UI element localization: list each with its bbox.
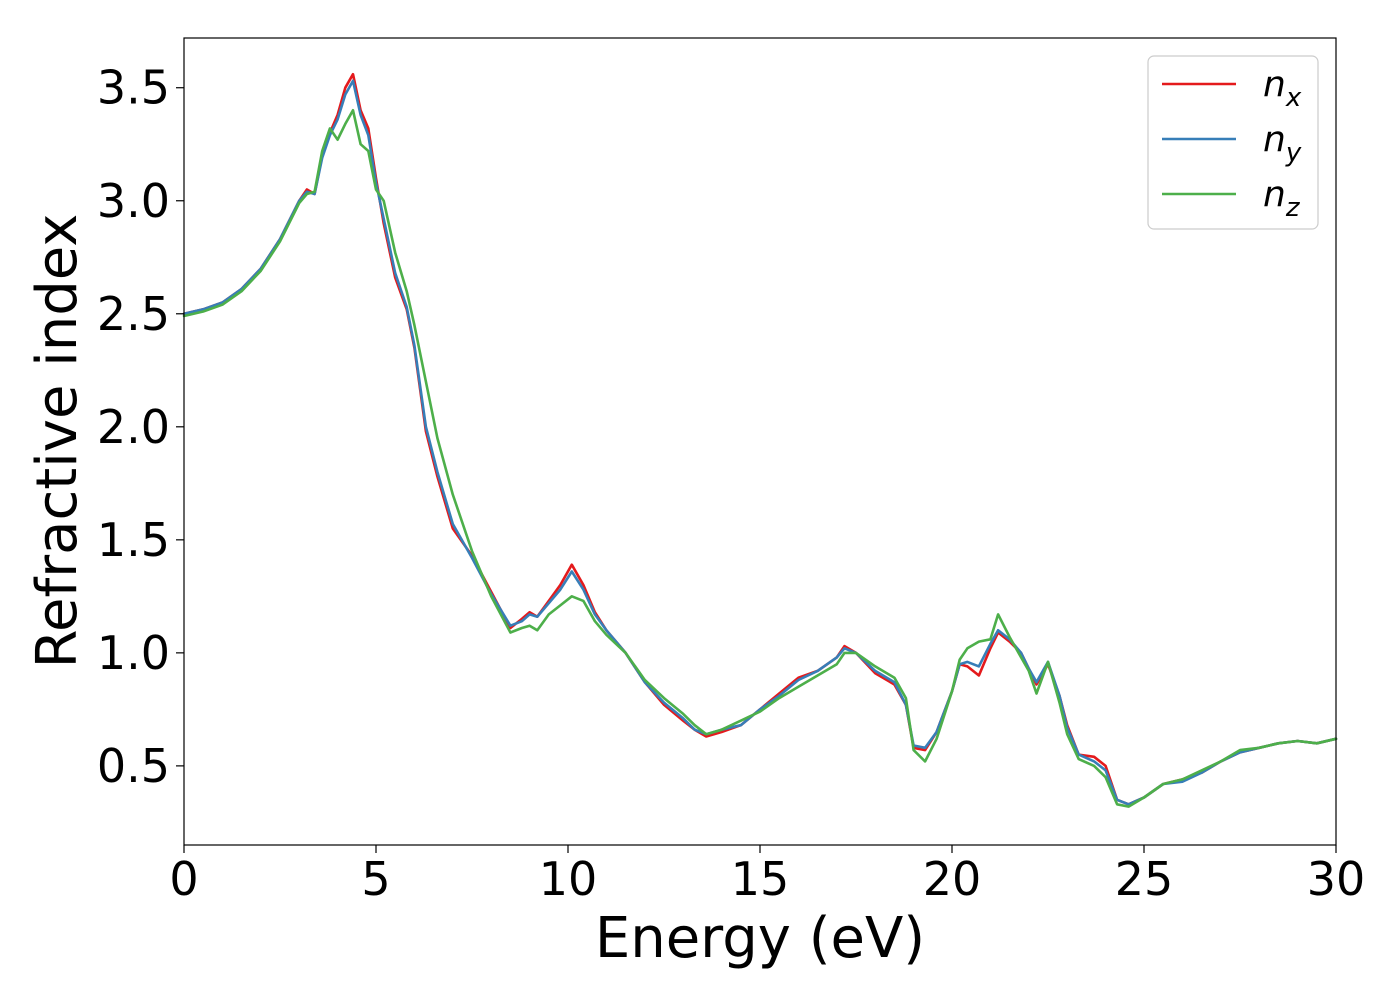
x-tick-label: 30 [1307,852,1366,906]
y-tick-label: 1.0 [97,626,170,680]
x-tick-label: 20 [923,852,982,906]
series-layer [182,72,1338,808]
legend-label-y: ny [1263,119,1302,168]
legend-item-y: ny [1162,119,1302,168]
legend-box [1147,55,1319,230]
y-tick-label: 3.0 [97,174,170,228]
x-tick-label: 0 [169,852,198,906]
x-axis: 0 5 10 15 20 25 30 [169,845,1365,906]
series-line-z [182,109,1338,808]
legend-label-base: n [1263,119,1286,160]
legend-label-z: nz [1263,174,1301,223]
x-axis-title: Energy (eV) [595,906,925,971]
y-tick-label: 2.0 [97,400,170,454]
y-tick-label: 3.5 [97,61,170,115]
legend-label-x: nx [1263,64,1302,113]
legend-item-z: nz [1162,174,1301,223]
y-tick-label: 0.5 [97,739,170,793]
y-tick-label: 2.5 [97,287,170,341]
legend-label-base: n [1263,174,1286,215]
y-axis-title: Refractive index [25,214,90,669]
y-axis: 0.5 1.0 1.5 2.0 2.5 3.0 3.5 [97,61,184,793]
legend-label-base: n [1263,64,1286,105]
legend-label-subscript: y [1285,138,1302,168]
legend-item-x: nx [1162,64,1302,113]
x-tick-label: 10 [539,852,598,906]
legend-label-subscript: z [1285,193,1301,223]
x-tick-label: 25 [1115,852,1174,906]
x-tick-label: 15 [731,852,790,906]
x-tick-label: 5 [361,852,390,906]
series-line-y [182,79,1338,806]
y-tick-label: 1.5 [97,513,170,567]
legend-label-subscript: x [1285,83,1302,113]
